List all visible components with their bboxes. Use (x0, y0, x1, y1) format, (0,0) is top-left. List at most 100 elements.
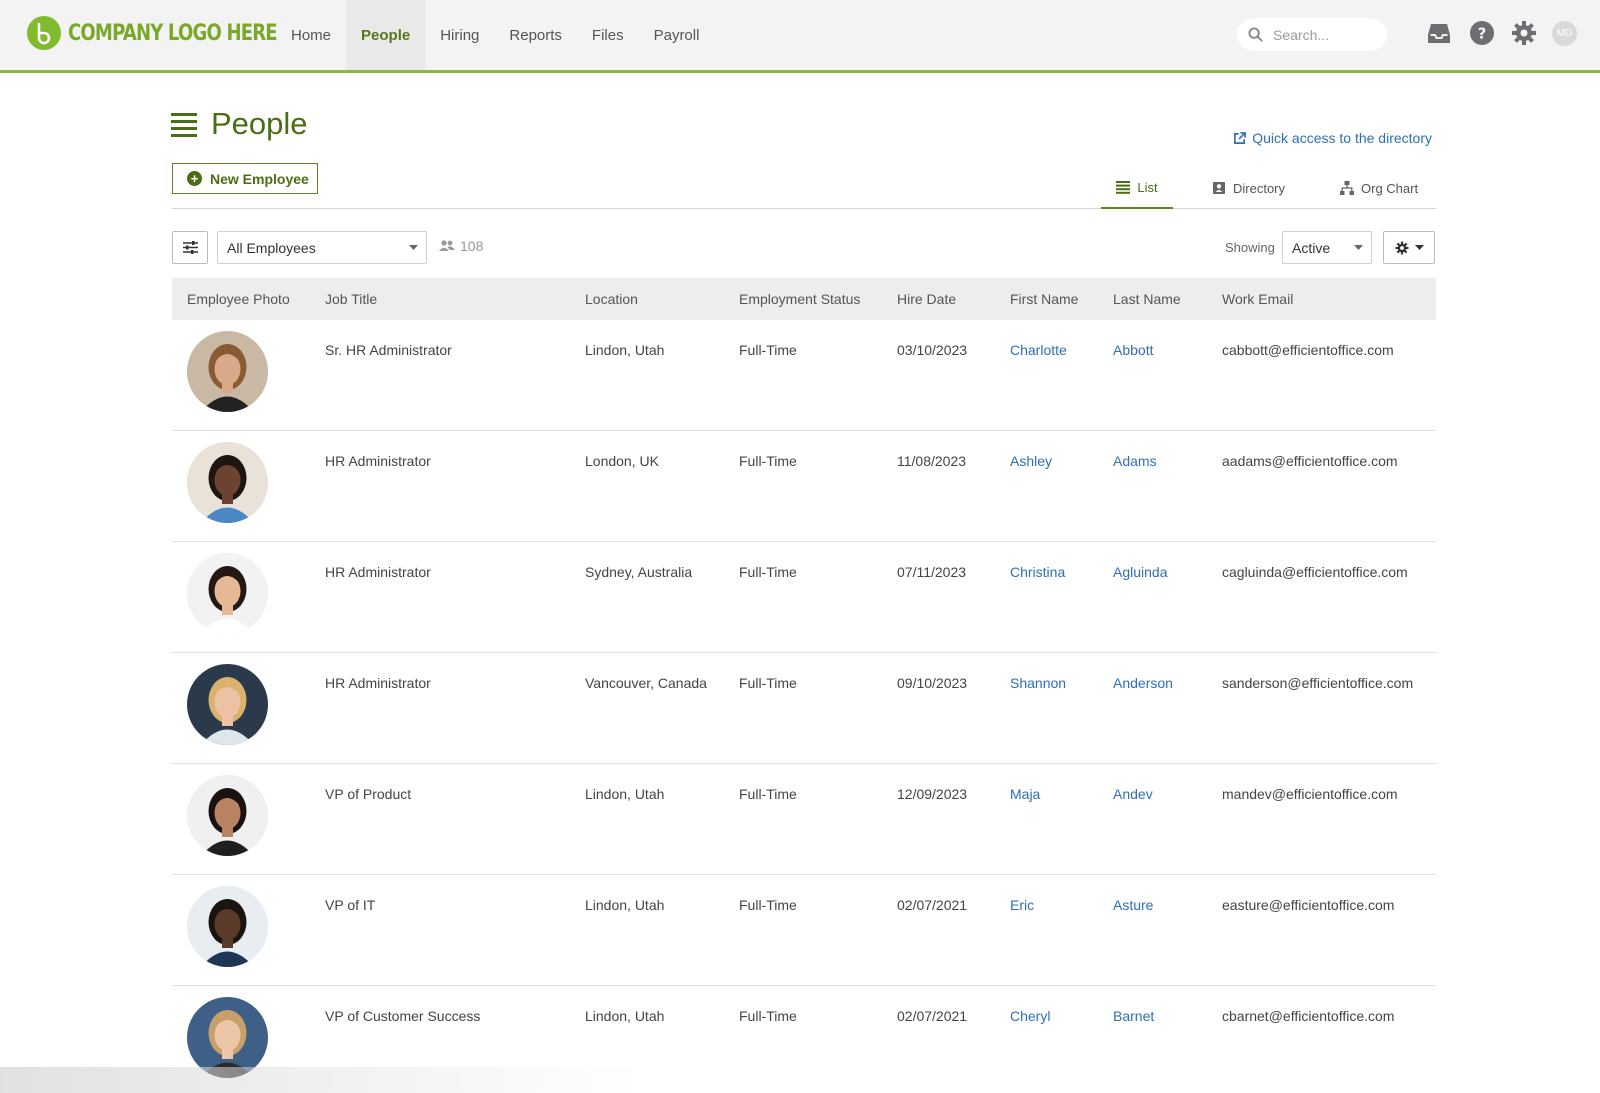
tab-org-chart[interactable]: Org Chart (1340, 167, 1418, 209)
table-row: HR Administrator Sydney, Australia Full-Ti… (172, 542, 1436, 653)
status-filter-select[interactable]: Active (1282, 231, 1372, 264)
user-avatar[interactable]: MD (1552, 21, 1577, 46)
table-row: Sr. HR Administrator Lindon, Utah Full-Tim… (172, 320, 1436, 431)
nav-item-files[interactable]: Files (591, 26, 624, 44)
nav-item-hiring[interactable]: Hiring (440, 26, 480, 44)
work-email-cell: sanderson@efficientoffice.com (1222, 675, 1414, 691)
location-cell: London, UK (585, 453, 659, 469)
hire-date-cell: 02/07/2021 (897, 897, 968, 913)
employee-photo-cell (172, 431, 310, 541)
employee-photo[interactable] (187, 442, 268, 523)
column-header[interactable]: Location (585, 291, 638, 307)
employment-status-cell: Full-Time (739, 675, 797, 691)
first-name-link[interactable]: Christina (1010, 564, 1066, 580)
first-name-link[interactable]: Charlotte (1010, 342, 1067, 358)
filter-settings-button[interactable] (172, 231, 208, 264)
search-input[interactable] (1273, 26, 1383, 43)
new-employee-button[interactable]: + New Employee (172, 163, 318, 194)
job-title-cell: VP of IT (325, 897, 376, 913)
column-header[interactable]: Work Email (1222, 291, 1294, 307)
employee-group-value: All Employees (227, 239, 316, 256)
column-header[interactable]: Hire Date (897, 291, 957, 307)
first-name-link[interactable]: Eric (1010, 897, 1035, 913)
job-title-cell: HR Administrator (325, 564, 431, 580)
work-email-cell: mandev@efficientoffice.com (1222, 786, 1398, 802)
employee-photo[interactable] (187, 775, 268, 856)
external-link-icon (1234, 131, 1247, 144)
employment-status-cell: Full-Time (739, 342, 797, 358)
job-title-cell: HR Administrator (325, 453, 431, 469)
settings-icon[interactable] (1511, 20, 1537, 46)
employee-group-select[interactable]: All Employees (217, 231, 427, 264)
quick-access-directory-link[interactable]: Quick access to the directory (1233, 130, 1432, 146)
page-title: People (211, 106, 308, 141)
last-name-link[interactable]: Andev (1113, 786, 1153, 802)
hire-date-cell: 12/09/2023 (897, 786, 968, 802)
employment-status-cell: Full-Time (739, 786, 797, 802)
last-name-link[interactable]: Agluinda (1113, 564, 1168, 580)
column-header[interactable]: Employment Status (739, 291, 861, 307)
nav-item-reports[interactable]: Reports (509, 26, 562, 44)
chevron-down-icon (1414, 245, 1424, 250)
column-header[interactable]: First Name (1010, 291, 1079, 307)
tab-list[interactable]: List (1101, 167, 1173, 209)
top-navigation-bar: COMPANY LOGO HERE Home People Hiring Report… (0, 0, 1600, 73)
location-cell: Sydney, Australia (585, 564, 693, 580)
column-header[interactable]: Last Name (1113, 291, 1181, 307)
table-row: VP of Product Lindon, Utah Full-Time 12/09/… (172, 764, 1436, 875)
nav-item-payroll[interactable]: Payroll (653, 26, 700, 44)
logo-mark-icon (27, 16, 61, 50)
employee-photo[interactable] (187, 664, 268, 745)
chevron-down-icon (400, 232, 426, 263)
hire-date-cell: 03/10/2023 (897, 342, 968, 358)
first-name-link[interactable]: Cheryl (1010, 1008, 1051, 1024)
list-icon (1116, 180, 1131, 194)
tab-list-label: List (1137, 179, 1158, 195)
nav-item-people[interactable]: People (346, 0, 426, 70)
people-list-icon (171, 112, 197, 141)
new-employee-label: New Employee (210, 170, 309, 187)
last-name-link[interactable]: Abbott (1113, 342, 1154, 358)
last-name-link[interactable]: Asture (1113, 897, 1154, 913)
employee-count-value: 108 (460, 238, 484, 254)
table-settings-button[interactable] (1383, 231, 1435, 264)
location-cell: Lindon, Utah (585, 1008, 665, 1024)
column-header[interactable]: Job Title (325, 291, 378, 307)
job-title-cell: HR Administrator (325, 675, 431, 691)
tab-directory[interactable]: Directory (1212, 167, 1285, 209)
nav-item-home[interactable]: Home (291, 26, 332, 44)
search-box[interactable] (1237, 18, 1387, 51)
column-header[interactable]: Employee Photo (187, 291, 290, 307)
help-icon[interactable]: ? (1469, 20, 1495, 46)
employment-status-cell: Full-Time (739, 897, 797, 913)
table-body: Sr. HR Administrator Lindon, Utah Full-Tim… (172, 320, 1436, 1093)
status-filter-value: Active (1292, 239, 1331, 256)
employee-photo[interactable] (187, 886, 268, 967)
job-title-cell: Sr. HR Administrator (325, 342, 452, 358)
employee-photo[interactable] (187, 553, 268, 634)
tab-directory-label: Directory (1233, 180, 1286, 196)
employment-status-cell: Full-Time (739, 453, 797, 469)
first-name-link[interactable]: Shannon (1010, 675, 1067, 691)
employee-photo[interactable] (187, 331, 268, 412)
inbox-icon[interactable] (1426, 20, 1452, 46)
add-circle-icon: + (187, 171, 202, 186)
first-name-link[interactable]: Ashley (1010, 453, 1053, 469)
table-row: VP of Customer Success Lindon, Utah Full-T… (172, 986, 1436, 1093)
people-icon (439, 240, 455, 251)
last-name-link[interactable]: Adams (1113, 453, 1157, 469)
last-name-link[interactable]: Barnet (1113, 1008, 1155, 1024)
search-icon (1248, 27, 1263, 42)
table-row: VP of IT Lindon, Utah Full-Time 02/07/2021 E… (172, 875, 1436, 986)
company-logo[interactable]: COMPANY LOGO HERE (27, 16, 323, 50)
employee-photo-cell (172, 986, 310, 1093)
first-name-link[interactable]: Maja (1010, 786, 1041, 802)
org-chart-icon (1340, 181, 1354, 195)
employee-photo[interactable] (187, 997, 268, 1078)
hire-date-cell: 07/11/2023 (897, 564, 967, 580)
contact-card-icon (1213, 182, 1225, 194)
gear-icon (1395, 241, 1408, 254)
work-email-cell: aadams@efficientoffice.com (1222, 453, 1398, 469)
last-name-link[interactable]: Anderson (1113, 675, 1173, 691)
employee-photo-cell (172, 542, 310, 652)
